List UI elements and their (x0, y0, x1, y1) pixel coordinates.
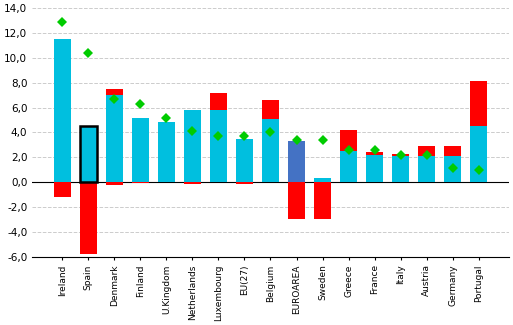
Bar (418, 146, 435, 156)
Bar (444, 156, 461, 182)
Bar (54, 39, 71, 182)
Bar (236, 182, 253, 184)
Bar (340, 130, 357, 151)
Bar (366, 152, 383, 155)
Bar (106, 95, 123, 182)
Bar (106, 182, 123, 185)
Bar (418, 156, 435, 182)
Bar (54, 182, 71, 197)
Bar (288, 178, 305, 182)
Bar (106, 89, 123, 95)
Bar (470, 126, 487, 182)
Bar (262, 100, 279, 119)
Bar (392, 154, 409, 156)
Bar (262, 119, 279, 182)
Bar (132, 182, 149, 183)
Bar (366, 155, 383, 182)
Bar (210, 110, 227, 182)
Bar (158, 123, 175, 182)
Bar (80, 126, 97, 182)
Bar (470, 82, 487, 126)
Bar (80, 126, 97, 182)
Bar (184, 182, 201, 184)
Bar (340, 151, 357, 182)
Bar (314, 182, 331, 219)
Bar (444, 146, 461, 156)
Bar (288, 141, 305, 182)
Bar (132, 118, 149, 182)
Bar (184, 110, 201, 182)
Bar (210, 93, 227, 110)
Bar (314, 178, 331, 182)
Bar (236, 139, 253, 182)
Bar (392, 156, 409, 182)
Bar (80, 182, 97, 254)
Bar (288, 182, 305, 219)
